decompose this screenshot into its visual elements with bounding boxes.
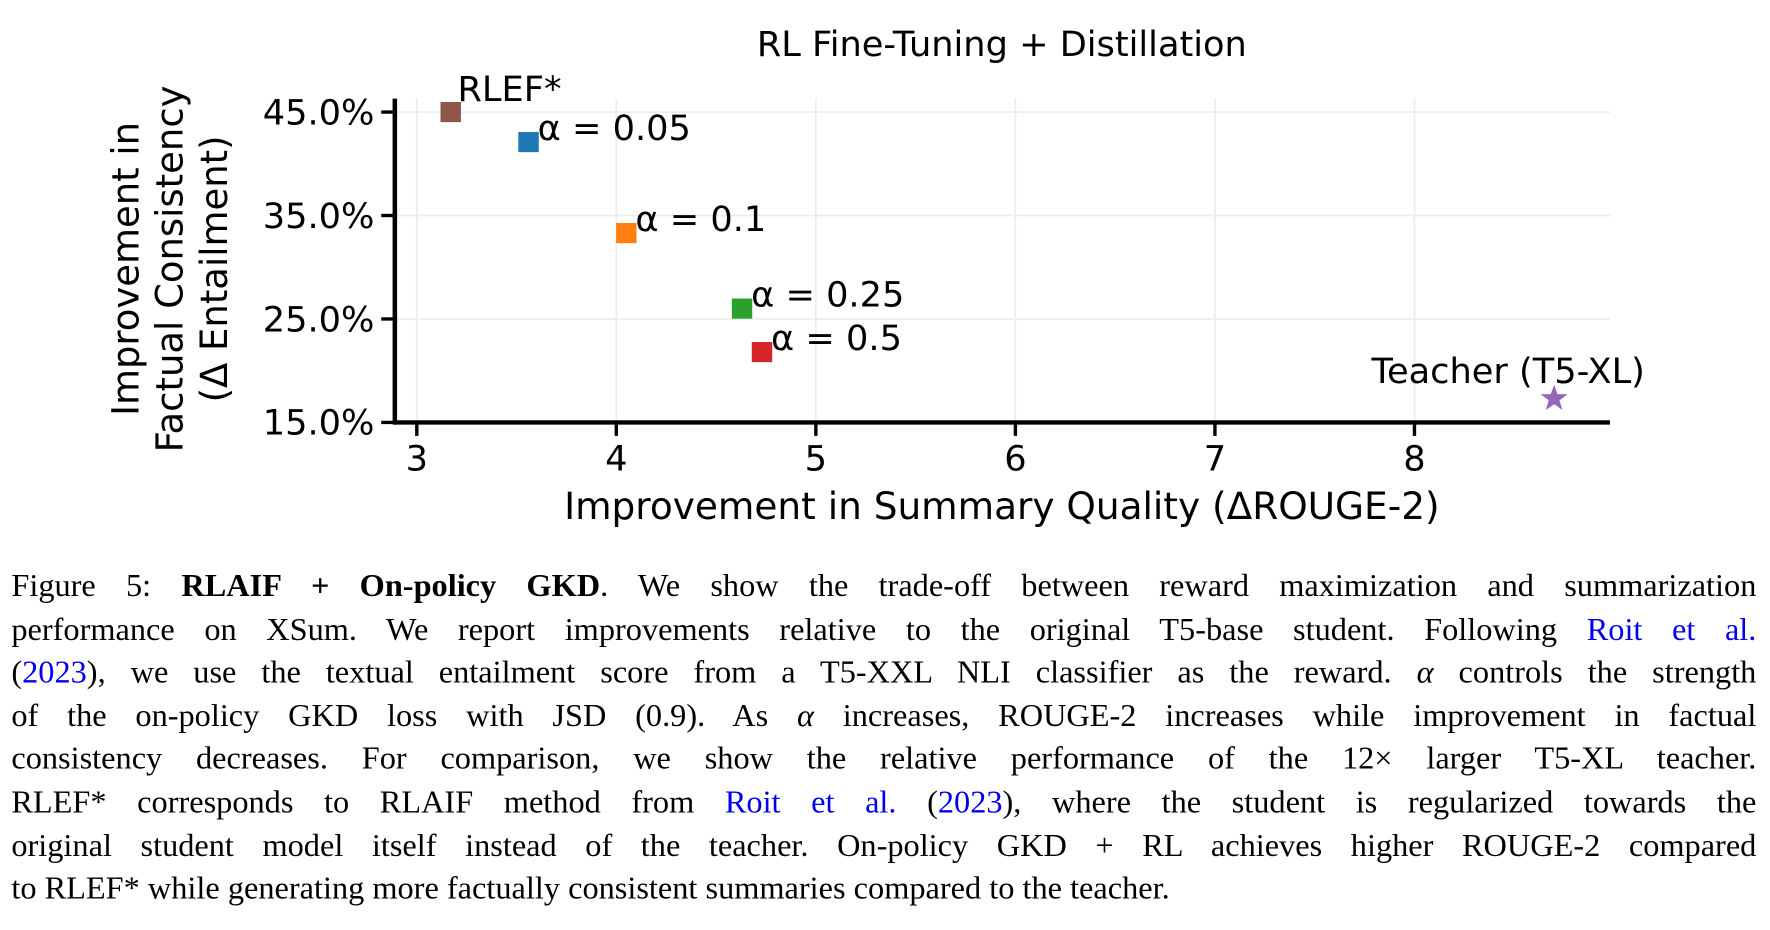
caption-text: consistency decreases. For comparison, w… [11, 742, 1757, 777]
caption-text: original student model itself instead of… [11, 828, 1757, 864]
caption-text: Figure 5: [11, 569, 182, 604]
x-tick-label: 8 [1403, 440, 1425, 480]
data-point-label: RLEF* [458, 70, 562, 110]
caption-line: to RLEF* while generating more factually… [11, 869, 1756, 912]
data-point-star [1540, 384, 1568, 410]
caption-line: original student model itself instead of… [11, 825, 1756, 868]
y-axis-label-line2: Factual Consistency [147, 85, 191, 452]
data-points: RLEF*α = 0.05 α = 0.1 α = 0.25α = 0.5 Teach… [440, 70, 1645, 410]
caption-text: α [796, 698, 814, 734]
data-point-square [731, 298, 753, 319]
caption-text: ( [11, 655, 23, 691]
y-axis-label-line3: (Δ Entailment) [192, 135, 236, 402]
citation-link[interactable]: Roit et al. [724, 785, 897, 821]
chart-title: RL Fine-Tuning + Distillation [757, 25, 1247, 65]
caption-text: ), we use the textual entailment score f… [86, 655, 1417, 691]
citation-link[interactable]: 2023 [937, 785, 1003, 821]
citation-link[interactable]: 2023 [22, 655, 87, 691]
caption-text: ), where the student is regularized towa… [1002, 785, 1757, 821]
caption-text: controls the strength [1433, 655, 1757, 691]
y-tick-label: 45.0% [263, 94, 375, 134]
data-point-label: α = 0.05 [538, 109, 691, 149]
x-axis-label: Improvement in Summary Quality (ΔROUGE-2… [564, 484, 1440, 528]
caption-text: performance on XSum. We report improveme… [11, 612, 1587, 648]
caption-text: of the on-policy GKD loss with JSD (0.9)… [11, 698, 797, 734]
data-point-square [751, 341, 773, 363]
caption-text: ( [896, 785, 938, 821]
caption-line: Figure 5: RLAIF + On-policy GKD. We show… [11, 566, 1756, 609]
y-axis-label-line1: Improvement in [103, 122, 147, 416]
x-tick-label: 6 [1004, 440, 1026, 480]
caption-text: to RLEF* while generating more factually… [11, 871, 1170, 907]
y-tick-label: 25.0% [263, 300, 375, 340]
data-point-label: α = 0.1 [635, 200, 766, 240]
data-point-label: α = 0.25 [751, 276, 904, 316]
caption-text: α [1416, 655, 1434, 691]
x-tick-label: 5 [805, 440, 827, 480]
caption-line: consistency decreases. For comparison, w… [11, 739, 1756, 782]
caption-text: RLAIF + On-policy GKD [181, 569, 601, 604]
figure-caption: Figure 5: RLAIF + On-policy GKD. We show… [11, 566, 1756, 912]
caption-text: increases, ROUGE-2 increases while impro… [813, 698, 1757, 734]
scatter-chart: RL Fine-Tuning + Distillation 3 4 5 6 7 8 15.0… [103, 25, 1645, 528]
citation-link[interactable]: Roit et al. [1586, 612, 1757, 648]
x-tick-label: 7 [1204, 440, 1226, 480]
caption-line: (2023), we use the textual entailment sc… [11, 652, 1756, 695]
x-tick-label: 4 [605, 440, 627, 480]
data-point-label: Teacher (T5-XL) [1370, 352, 1644, 392]
data-point-square [518, 131, 539, 153]
data-point-square [440, 101, 461, 123]
caption-line: of the on-policy GKD loss with JSD (0.9)… [11, 696, 1756, 739]
caption-text: . We show the trade-off between reward m… [600, 569, 1757, 604]
caption-line: performance on XSum. We report improveme… [11, 609, 1756, 652]
y-tick-label: 15.0% [263, 404, 375, 444]
x-tick-label: 3 [406, 440, 428, 480]
data-point-square [616, 223, 637, 244]
caption-text: RLEF* corresponds to RLAIF method from [11, 785, 725, 821]
data-point-label: α = 0.5 [771, 319, 902, 359]
y-tick-label: 35.0% [263, 197, 375, 237]
ticks: 3 4 5 6 7 8 15.0% 25.0% 35.0% 45.0% [263, 94, 1426, 480]
caption-line: RLEF* corresponds to RLAIF method from R… [11, 782, 1756, 825]
